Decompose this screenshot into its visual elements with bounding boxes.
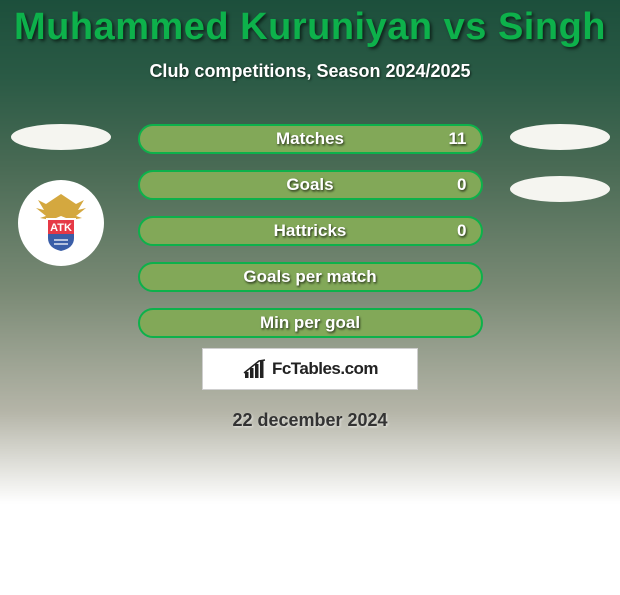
stat-bar-label: Goals per match xyxy=(243,267,376,287)
date-text: 22 december 2024 xyxy=(0,410,620,431)
page-title: Muhammed Kuruniyan vs Singh xyxy=(0,0,620,49)
brand-box: FcTables.com xyxy=(202,348,418,390)
stat-bar-label: Goals xyxy=(286,175,333,195)
stat-bar-value: 0 xyxy=(457,221,466,241)
right-player-col xyxy=(507,124,612,338)
left-player-avatar: ATK xyxy=(18,180,104,266)
brand-text: FcTables.com xyxy=(272,359,378,379)
stats-section: ATK Matches 11 Goals 0 Hattricks 0 Goals… xyxy=(0,124,620,338)
left-player-blank-oval xyxy=(11,124,111,150)
stat-bars: Matches 11 Goals 0 Hattricks 0 Goals per… xyxy=(138,124,483,338)
stat-bar: Hattricks 0 xyxy=(138,216,483,246)
brand-chart-icon xyxy=(242,358,268,380)
right-player-blank-oval xyxy=(510,124,610,150)
stat-bar: Matches 11 xyxy=(138,124,483,154)
stat-bar-value: 11 xyxy=(449,129,467,149)
svg-text:ATK: ATK xyxy=(50,222,72,234)
stat-bar-label: Matches xyxy=(276,129,344,149)
left-player-col: ATK xyxy=(8,124,113,338)
stat-bar-value: 0 xyxy=(457,175,466,195)
subtitle: Club competitions, Season 2024/2025 xyxy=(0,61,620,82)
stat-bar: Goals per match xyxy=(138,262,483,292)
stat-bar-label: Min per goal xyxy=(260,313,360,333)
stat-bar-label: Hattricks xyxy=(274,221,347,241)
stat-bar: Min per goal xyxy=(138,308,483,338)
club-badge-icon: ATK xyxy=(26,188,96,258)
right-player-blank-oval-2 xyxy=(510,176,610,202)
stat-bar: Goals 0 xyxy=(138,170,483,200)
